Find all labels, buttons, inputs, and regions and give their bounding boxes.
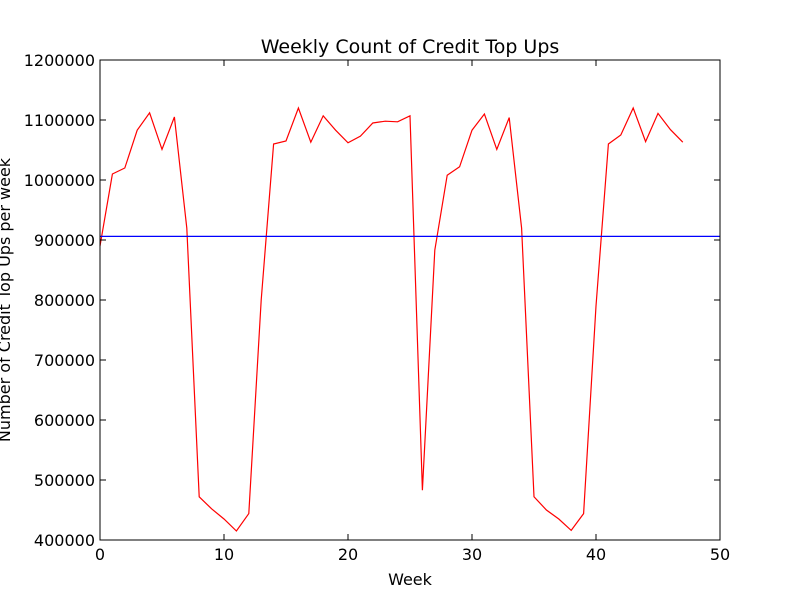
x-axis-label: Week [388,570,433,589]
y-tick-label: 500000 [34,471,95,490]
y-tick-label: 1200000 [24,51,95,70]
y-axis: 400000 500000 600000 700000 800000 900000 1000… [24,51,720,550]
x-tick-label: 30 [462,545,482,564]
series-line-0 [99,106,684,532]
y-tick-label: 1100000 [24,111,95,130]
y-tick-label: 800000 [34,291,95,310]
series-layer [99,106,720,532]
y-tick-label: 700000 [34,351,95,370]
x-tick-label: 50 [710,545,730,564]
x-axis: 0 10 20 30 40 50 [95,60,730,564]
y-tick-label: 1000000 [24,171,95,190]
y-tick-label: 600000 [34,411,95,430]
x-tick-label: 40 [586,545,606,564]
y-tick-label: 400000 [34,531,95,550]
x-tick-label: 0 [95,545,105,564]
y-axis-label: Number of Credit Top Ups per week [0,157,14,442]
x-tick-label: 10 [214,545,234,564]
y-tick-label: 900000 [34,231,95,250]
chart-title: Weekly Count of Credit Top Ups [261,36,560,58]
x-tick-label: 20 [338,545,358,564]
